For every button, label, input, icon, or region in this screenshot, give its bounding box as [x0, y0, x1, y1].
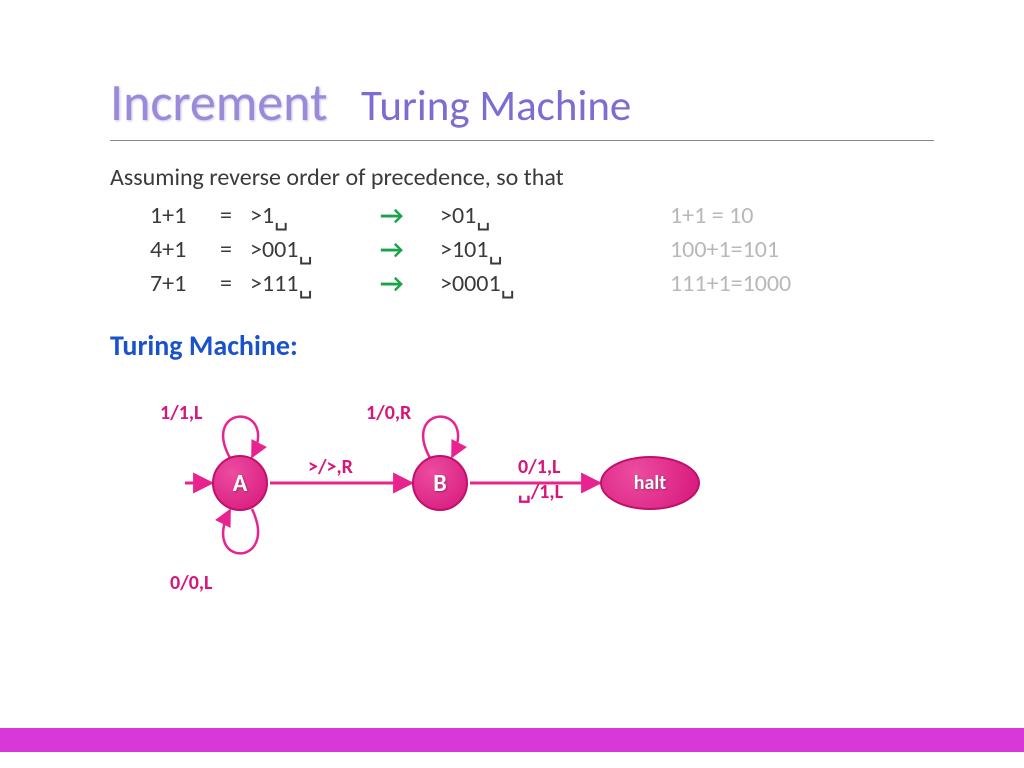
example-input: >111␣ — [250, 269, 380, 298]
edge-label-a-loop-bottom: 0/0,L — [170, 571, 212, 595]
example-eq: = — [220, 201, 250, 230]
example-eq: = — [220, 269, 250, 298]
arrow-icon: → — [380, 199, 440, 231]
example-input: >001␣ — [250, 235, 380, 264]
arrow-icon: → — [380, 267, 440, 299]
title-main: Increment — [110, 70, 327, 134]
example-row: 4+1=>001␣→>101␣100+1=101 — [110, 232, 934, 266]
example-output: >101␣ — [440, 235, 670, 264]
intro-text: Assuming reverse order of precedence, so… — [110, 163, 934, 192]
state-halt-label: halt — [634, 471, 666, 495]
title-sub: Turing Machine — [361, 79, 631, 132]
example-row: 7+1=>111␣→>0001␣111+1=1000 — [110, 266, 934, 300]
state-halt: halt — [600, 456, 700, 510]
slide-title: Increment Turing Machine — [110, 70, 934, 141]
example-note: 111+1=1000 — [670, 269, 791, 298]
state-b: B — [412, 455, 468, 511]
example-input: >1␣ — [250, 201, 380, 230]
example-note: 1+1 = 10 — [670, 201, 753, 230]
state-a: A — [212, 455, 268, 511]
footer-bar — [0, 728, 1024, 752]
example-output: >01␣ — [440, 201, 670, 230]
state-a-label: A — [233, 469, 248, 498]
example-eq: = — [220, 235, 250, 264]
turing-machine-diagram: A B halt 1/1,L 0/0,L >/>,R 1/0,R 0/1,L ␣… — [130, 383, 770, 623]
example-row: 1+1=>1␣→>01␣1+1 = 10 — [110, 198, 934, 232]
edge-label-b-to-halt-1: 0/1,L — [518, 455, 560, 479]
edge-label-b-loop-top: 1/0,R — [366, 401, 411, 425]
example-lhs: 1+1 — [150, 201, 220, 230]
example-note: 100+1=101 — [670, 235, 779, 264]
examples-block: 1+1=>1␣→>01␣1+1 = 104+1=>001␣→>101␣100+1… — [110, 198, 934, 300]
example-output: >0001␣ — [440, 269, 670, 298]
state-b-label: B — [433, 469, 446, 498]
example-lhs: 4+1 — [150, 235, 220, 264]
arrow-icon: → — [380, 233, 440, 265]
edge-label-a-loop-top: 1/1,L — [160, 401, 202, 425]
edge-label-b-to-halt-2: ␣/1,L — [518, 479, 563, 504]
edge-label-a-to-b: >/>,R — [308, 455, 353, 479]
section-heading: Turing Machine: — [110, 328, 934, 363]
example-lhs: 7+1 — [150, 269, 220, 298]
